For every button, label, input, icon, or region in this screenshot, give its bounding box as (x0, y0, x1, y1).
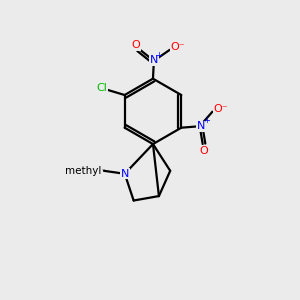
Text: +: + (203, 116, 210, 125)
Text: +: + (155, 51, 162, 60)
Text: methyl: methyl (89, 169, 94, 171)
Text: N: N (150, 55, 158, 65)
Text: O⁻: O⁻ (170, 42, 185, 52)
Text: methyl: methyl (101, 169, 106, 170)
Text: O⁻: O⁻ (214, 104, 228, 114)
Text: methyl: methyl (65, 166, 102, 176)
Text: N: N (196, 121, 205, 131)
Text: N: N (121, 169, 129, 179)
Text: O: O (132, 40, 140, 50)
Text: O: O (199, 146, 208, 156)
Text: Cl: Cl (96, 82, 107, 93)
